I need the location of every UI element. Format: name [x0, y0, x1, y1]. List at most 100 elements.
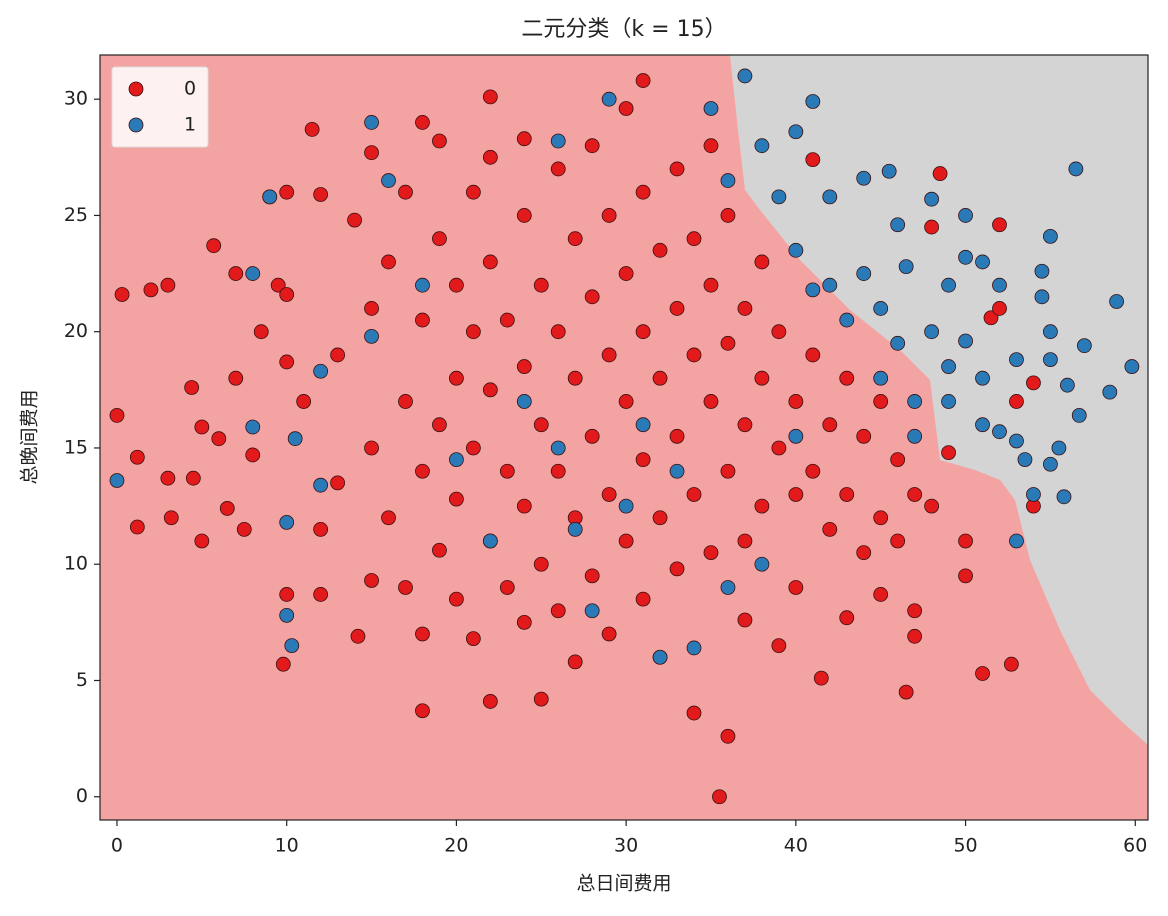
point	[449, 491, 464, 507]
point	[958, 208, 973, 223]
point	[712, 789, 727, 805]
point	[253, 324, 269, 340]
point	[788, 428, 804, 444]
point	[822, 277, 838, 293]
point	[432, 417, 447, 433]
point	[1051, 440, 1067, 456]
point	[975, 666, 990, 681]
point	[482, 254, 498, 270]
point	[898, 259, 914, 274]
point	[245, 266, 261, 281]
point	[330, 475, 346, 491]
point	[652, 370, 668, 386]
plot-frame	[99, 54, 1149, 821]
point	[465, 631, 481, 647]
point	[499, 580, 515, 595]
point	[275, 656, 291, 672]
point	[1009, 533, 1024, 549]
point	[482, 149, 498, 165]
point	[669, 161, 685, 177]
point	[381, 254, 396, 270]
point	[516, 394, 532, 409]
point	[839, 312, 855, 328]
point	[813, 670, 829, 686]
point	[958, 568, 973, 584]
x-axis-label: 总日间费用	[576, 873, 671, 895]
point	[720, 208, 736, 223]
point	[669, 463, 685, 479]
point	[304, 122, 320, 137]
point	[788, 394, 804, 409]
point	[754, 254, 770, 270]
point	[601, 91, 617, 107]
point	[1124, 359, 1140, 374]
point	[550, 324, 566, 340]
point	[533, 277, 549, 293]
point	[635, 591, 651, 607]
point	[567, 370, 583, 386]
point	[1056, 489, 1072, 505]
point	[516, 359, 532, 374]
point	[1034, 289, 1050, 305]
point	[364, 145, 379, 161]
point	[839, 487, 855, 502]
point	[415, 626, 430, 642]
point	[635, 184, 651, 200]
point	[907, 394, 923, 409]
point	[350, 628, 366, 644]
point	[1102, 384, 1118, 400]
x-tick-label: 40	[784, 835, 808, 857]
point	[601, 487, 617, 502]
point	[1043, 456, 1058, 472]
point	[992, 217, 1007, 233]
point	[958, 533, 973, 549]
y-tick-label: 15	[64, 436, 88, 458]
point	[1034, 263, 1050, 279]
point	[236, 521, 252, 537]
point	[881, 163, 897, 179]
point	[822, 417, 838, 433]
point	[415, 277, 430, 293]
point	[516, 498, 532, 514]
point	[550, 603, 566, 619]
legend-label: 0	[184, 78, 196, 100]
point	[550, 440, 566, 456]
point	[669, 301, 685, 316]
point	[109, 408, 125, 423]
point	[550, 161, 566, 177]
point	[287, 431, 303, 447]
point	[788, 124, 804, 140]
chart-title: 二元分类（k = 15）	[521, 17, 726, 42]
point	[432, 542, 447, 558]
point	[296, 394, 312, 409]
point	[279, 354, 295, 370]
point	[652, 510, 668, 526]
point	[805, 152, 821, 168]
point	[924, 498, 940, 514]
point	[873, 587, 889, 602]
point	[114, 287, 130, 302]
point	[415, 703, 430, 719]
point	[109, 473, 125, 488]
point	[941, 394, 956, 409]
x-tick-label: 60	[1123, 835, 1147, 857]
point	[992, 424, 1007, 440]
point	[771, 324, 787, 340]
point	[347, 212, 362, 228]
point	[788, 242, 804, 258]
point	[313, 187, 329, 202]
point	[703, 394, 719, 409]
y-tick-label: 25	[64, 204, 88, 226]
point	[284, 638, 300, 654]
point	[465, 324, 481, 340]
y-tick-label: 5	[76, 669, 88, 691]
point	[669, 428, 685, 444]
point	[584, 568, 600, 584]
point	[907, 628, 923, 644]
point	[924, 324, 940, 340]
point	[975, 254, 990, 270]
x-tick-label: 20	[444, 835, 468, 857]
point	[703, 277, 719, 293]
point	[873, 370, 889, 386]
